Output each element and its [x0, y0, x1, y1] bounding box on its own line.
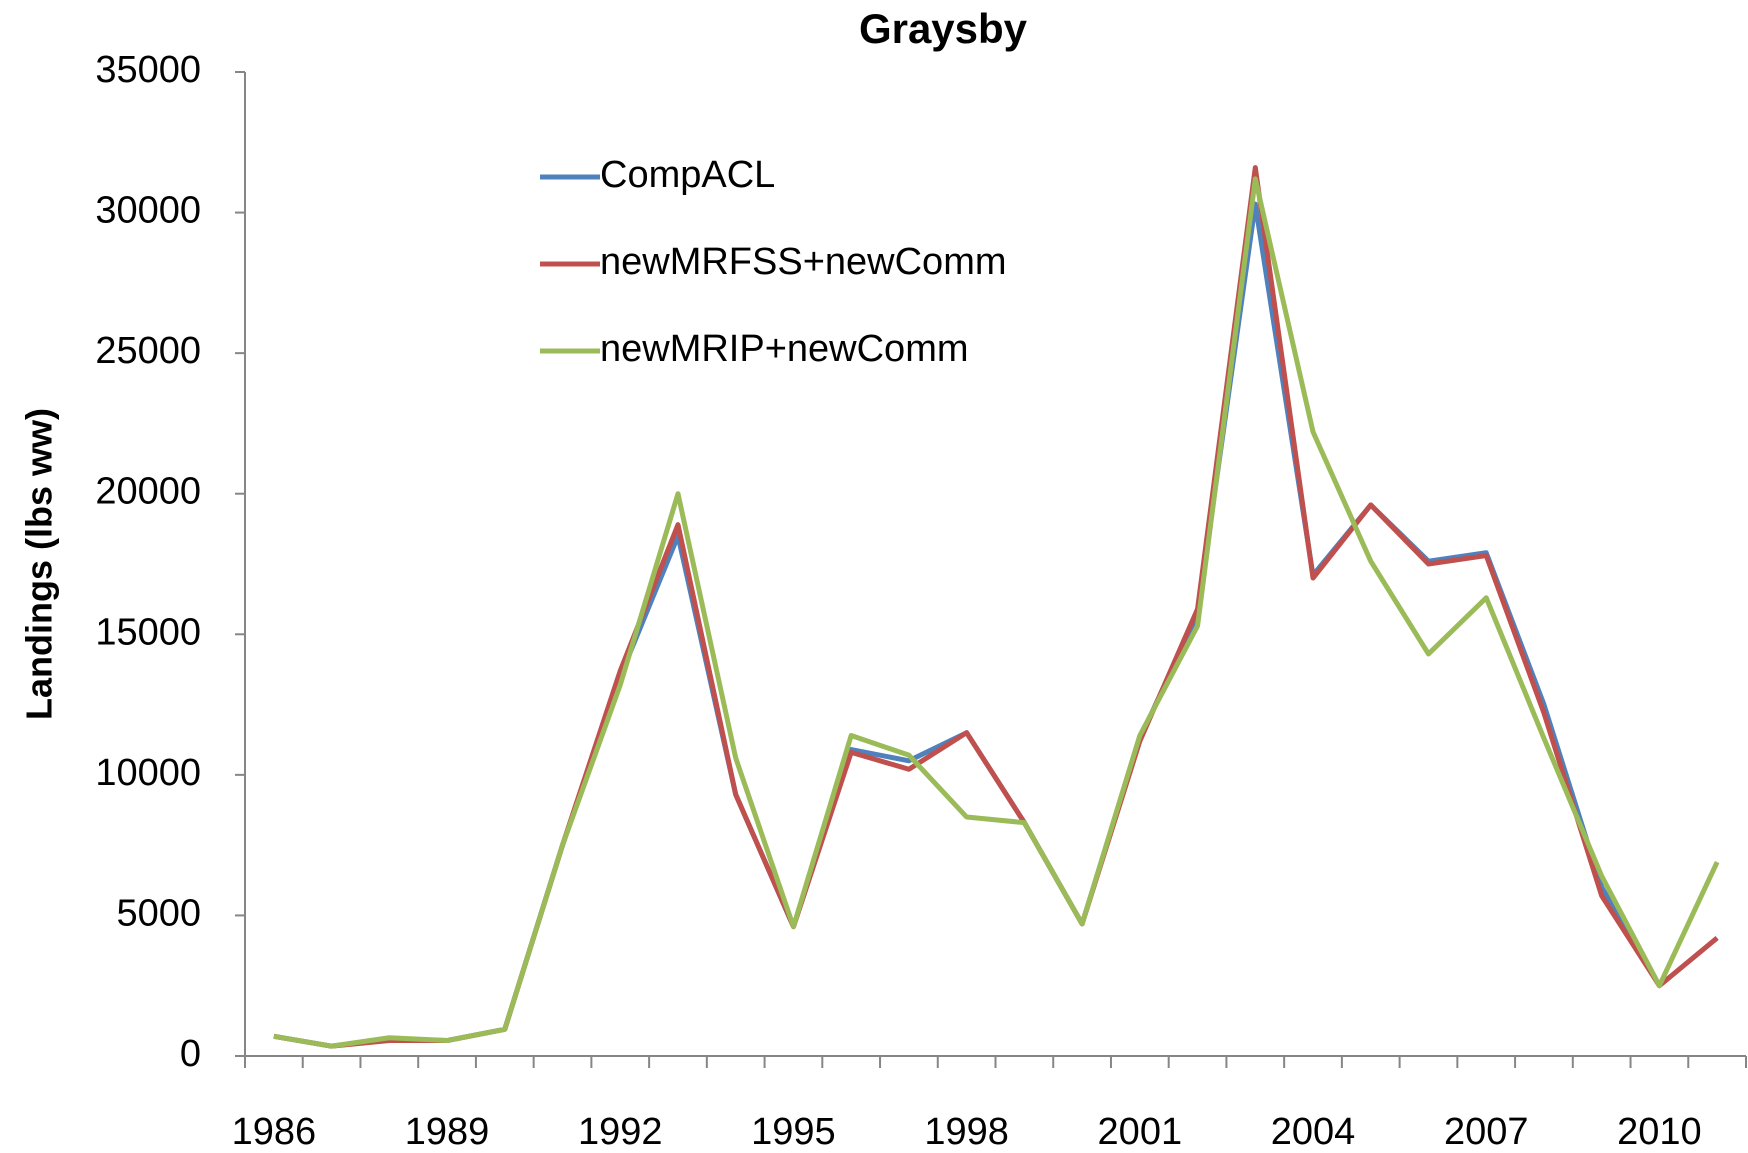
- x-tick-label: 1992: [578, 1111, 663, 1153]
- x-tick-label: 2010: [1617, 1111, 1702, 1153]
- y-tick-label: 5000: [116, 892, 201, 934]
- chart-title: Graysby: [859, 5, 1028, 52]
- x-tick-label: 1986: [232, 1111, 317, 1153]
- y-tick-label: 25000: [95, 330, 201, 372]
- y-axis-label: Landings (lbs ww): [19, 408, 60, 720]
- x-tick-label: 1998: [924, 1111, 1009, 1153]
- x-tick-label: 2007: [1444, 1111, 1529, 1153]
- legend-label: CompACL: [600, 154, 775, 196]
- legend-label: newMRIP+newComm: [600, 328, 969, 370]
- y-tick-label: 20000: [95, 471, 201, 513]
- y-tick-label: 35000: [95, 49, 201, 91]
- x-tick-label: 2001: [1098, 1111, 1183, 1153]
- x-tick-label: 1995: [751, 1111, 836, 1153]
- y-tick-label: 15000: [95, 611, 201, 653]
- x-tick-label: 1989: [405, 1111, 490, 1153]
- legend-label: newMRFSS+newComm: [600, 241, 1007, 283]
- y-tick-label: 0: [180, 1033, 201, 1075]
- x-tick-label: 2004: [1271, 1111, 1356, 1153]
- y-tick-label: 10000: [95, 752, 201, 794]
- y-tick-label: 30000: [95, 190, 201, 232]
- series-line: [273, 165, 1719, 1049]
- series-line: [273, 176, 1720, 1049]
